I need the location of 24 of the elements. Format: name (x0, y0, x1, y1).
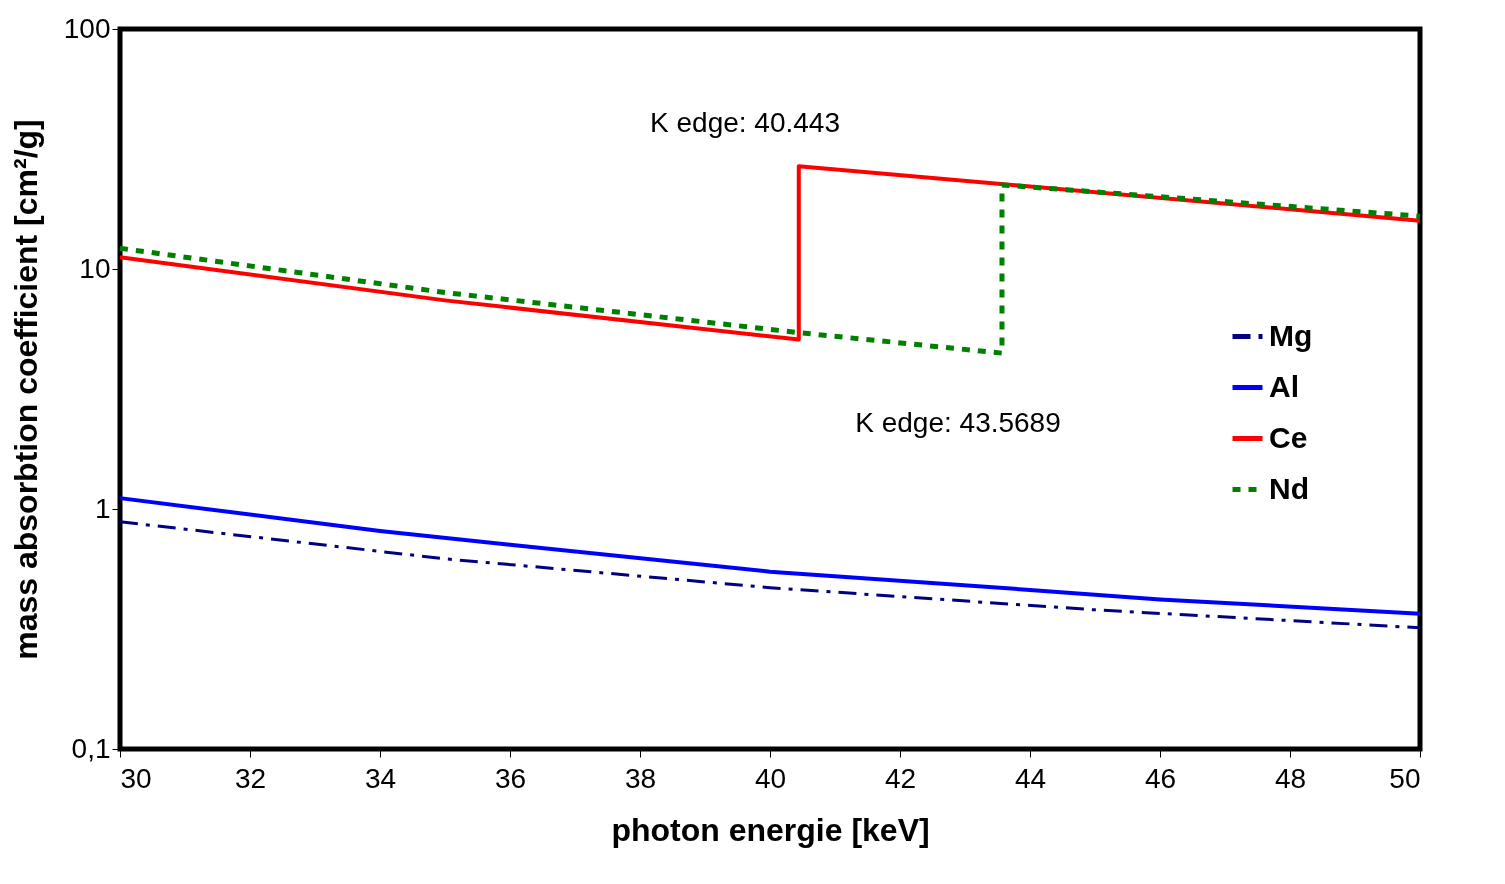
legend-label: Nd (1269, 471, 1309, 505)
x-axis-title: photon energie [keV] (611, 811, 930, 848)
x-tick-label: 38 (624, 762, 657, 794)
x-tick-label: 42 (884, 762, 917, 794)
x-tick-label: 32 (234, 762, 267, 794)
y-tick-label: 10 (79, 252, 111, 284)
x-tick-label: 40 (754, 762, 787, 794)
x-tick-label: 30 (120, 762, 152, 794)
y-tick-label: 1 (94, 492, 111, 524)
x-tick-label: 34 (364, 762, 397, 794)
x-tick-label: 46 (1144, 762, 1177, 794)
legend-label: Ce (1269, 420, 1308, 454)
annotation: K edge: 43.5689 (855, 407, 1061, 438)
x-tick-label: 50 (1389, 762, 1421, 794)
y-tick-label: 0,1 (71, 732, 111, 764)
x-tick-label: 36 (494, 762, 527, 794)
x-tick-label: 48 (1274, 762, 1307, 794)
legend-label: Al (1269, 369, 1299, 403)
y-axis-title: mass absorbtion coefficient [cm²/g] (7, 119, 44, 660)
y-tick-label: 100 (63, 12, 111, 44)
annotation: K edge: 40.443 (650, 107, 840, 138)
legend-label: Mg (1269, 318, 1313, 352)
line-series (118, 520, 1422, 630)
x-tick-label: 44 (1014, 762, 1047, 794)
